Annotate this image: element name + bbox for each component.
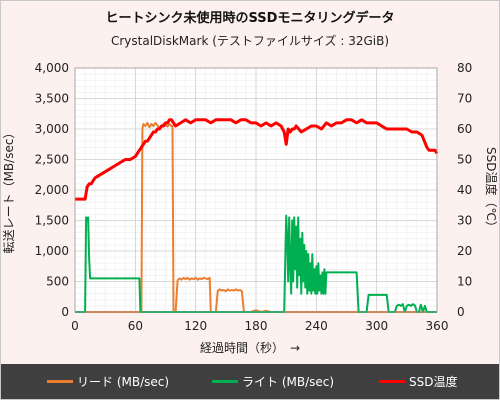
y-right-tick-label: 40	[457, 183, 472, 197]
x-tick-label: 60	[128, 319, 143, 333]
y-right-tick-label: 80	[457, 61, 472, 75]
y-right-tick-label: 50	[457, 153, 472, 167]
y-left-tick-label: 3,000	[35, 122, 69, 136]
y-right-tick-label: 60	[457, 122, 472, 136]
x-tick-label: 300	[365, 319, 388, 333]
y-left-tick-label: 2,000	[35, 183, 69, 197]
y-left-tick-label: 0	[61, 305, 69, 319]
y-left-tick-label: 2,500	[35, 153, 69, 167]
temperature-series-line	[75, 118, 439, 201]
y-axis-left-label: 転送レート（MB/sec）	[1, 127, 16, 254]
legend: リード (MB/sec) ライト (MB/sec) SSD温度	[1, 364, 499, 399]
y-right-tick-label: 30	[457, 214, 472, 228]
plot-border	[74, 67, 438, 313]
legend-label-read: リード (MB/sec)	[77, 375, 170, 389]
legend-item-temp: SSD温度	[379, 364, 457, 399]
chart-svg: ヒートシンク未使用時のSSDモニタリングデータ CrystalDiskMark …	[1, 10, 499, 355]
y-left-tick-label: 1,500	[35, 214, 69, 228]
chart-title: ヒートシンク未使用時のSSDモニタリングデータ	[106, 10, 395, 26]
x-axis-label: 経過時間（秒） →	[200, 341, 300, 355]
y-axis-right-label: SSD温度（℃）	[484, 147, 499, 233]
y-right-tick-label: 0	[457, 305, 465, 319]
legend-label-temp: SSD温度	[409, 375, 458, 389]
legend-swatch-write	[212, 380, 238, 383]
legend-item-read: リード (MB/sec)	[47, 364, 169, 399]
x-tick-label: 120	[184, 319, 207, 333]
legend-swatch-temp	[379, 380, 405, 383]
y-left-tick-label: 1,000	[35, 244, 69, 258]
y-left-tick-label: 4,000	[35, 61, 69, 75]
x-tick-label: 180	[245, 319, 268, 333]
x-tick-label: 360	[426, 319, 449, 333]
tick-labels: 0 60 120 180 240 300 36005001,0001,5002,0002,5…	[35, 61, 473, 333]
chart-subtitle: CrystalDiskMark (テストファイルサイズ : 32GiB)	[111, 33, 389, 48]
grid	[74, 67, 438, 313]
legend-item-write: ライト (MB/sec)	[212, 364, 334, 399]
x-tick-label: 0	[71, 319, 79, 333]
legend-label-write: ライト (MB/sec)	[242, 375, 335, 389]
legend-swatch-read	[47, 380, 73, 383]
y-right-tick-label: 10	[457, 275, 472, 289]
y-right-tick-label: 20	[457, 244, 472, 258]
y-left-tick-label: 500	[46, 275, 69, 289]
y-left-tick-label: 3,500	[35, 92, 69, 106]
y-right-tick-label: 70	[457, 92, 472, 106]
x-tick-label: 240	[305, 319, 328, 333]
